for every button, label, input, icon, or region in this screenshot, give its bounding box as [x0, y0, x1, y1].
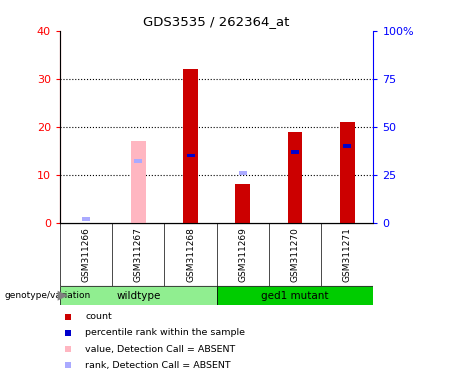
Bar	[236, 184, 250, 223]
Text: genotype/variation: genotype/variation	[5, 291, 91, 300]
Text: GSM311270: GSM311270	[290, 227, 300, 282]
Bar	[134, 159, 142, 163]
Bar	[183, 69, 198, 223]
Text: GSM311268: GSM311268	[186, 227, 195, 282]
FancyBboxPatch shape	[217, 286, 373, 305]
Text: GSM311271: GSM311271	[343, 227, 352, 282]
Bar	[239, 171, 247, 175]
Text: rank, Detection Call = ABSENT: rank, Detection Call = ABSENT	[85, 361, 231, 370]
FancyBboxPatch shape	[60, 286, 217, 305]
Bar	[288, 131, 302, 223]
Bar	[82, 217, 90, 221]
Title: GDS3535 / 262364_at: GDS3535 / 262364_at	[143, 15, 290, 28]
Text: ged1 mutant: ged1 mutant	[261, 291, 329, 301]
Text: GSM311266: GSM311266	[82, 227, 90, 282]
Bar	[291, 150, 299, 154]
Text: GSM311269: GSM311269	[238, 227, 247, 282]
Text: wildtype: wildtype	[116, 291, 160, 301]
Text: GSM311267: GSM311267	[134, 227, 143, 282]
Text: percentile rank within the sample: percentile rank within the sample	[85, 328, 245, 338]
Text: count: count	[85, 312, 112, 321]
Bar	[340, 122, 355, 223]
Bar	[187, 154, 195, 157]
Bar	[343, 144, 351, 148]
Text: value, Detection Call = ABSENT: value, Detection Call = ABSENT	[85, 344, 236, 354]
Bar	[131, 141, 146, 223]
